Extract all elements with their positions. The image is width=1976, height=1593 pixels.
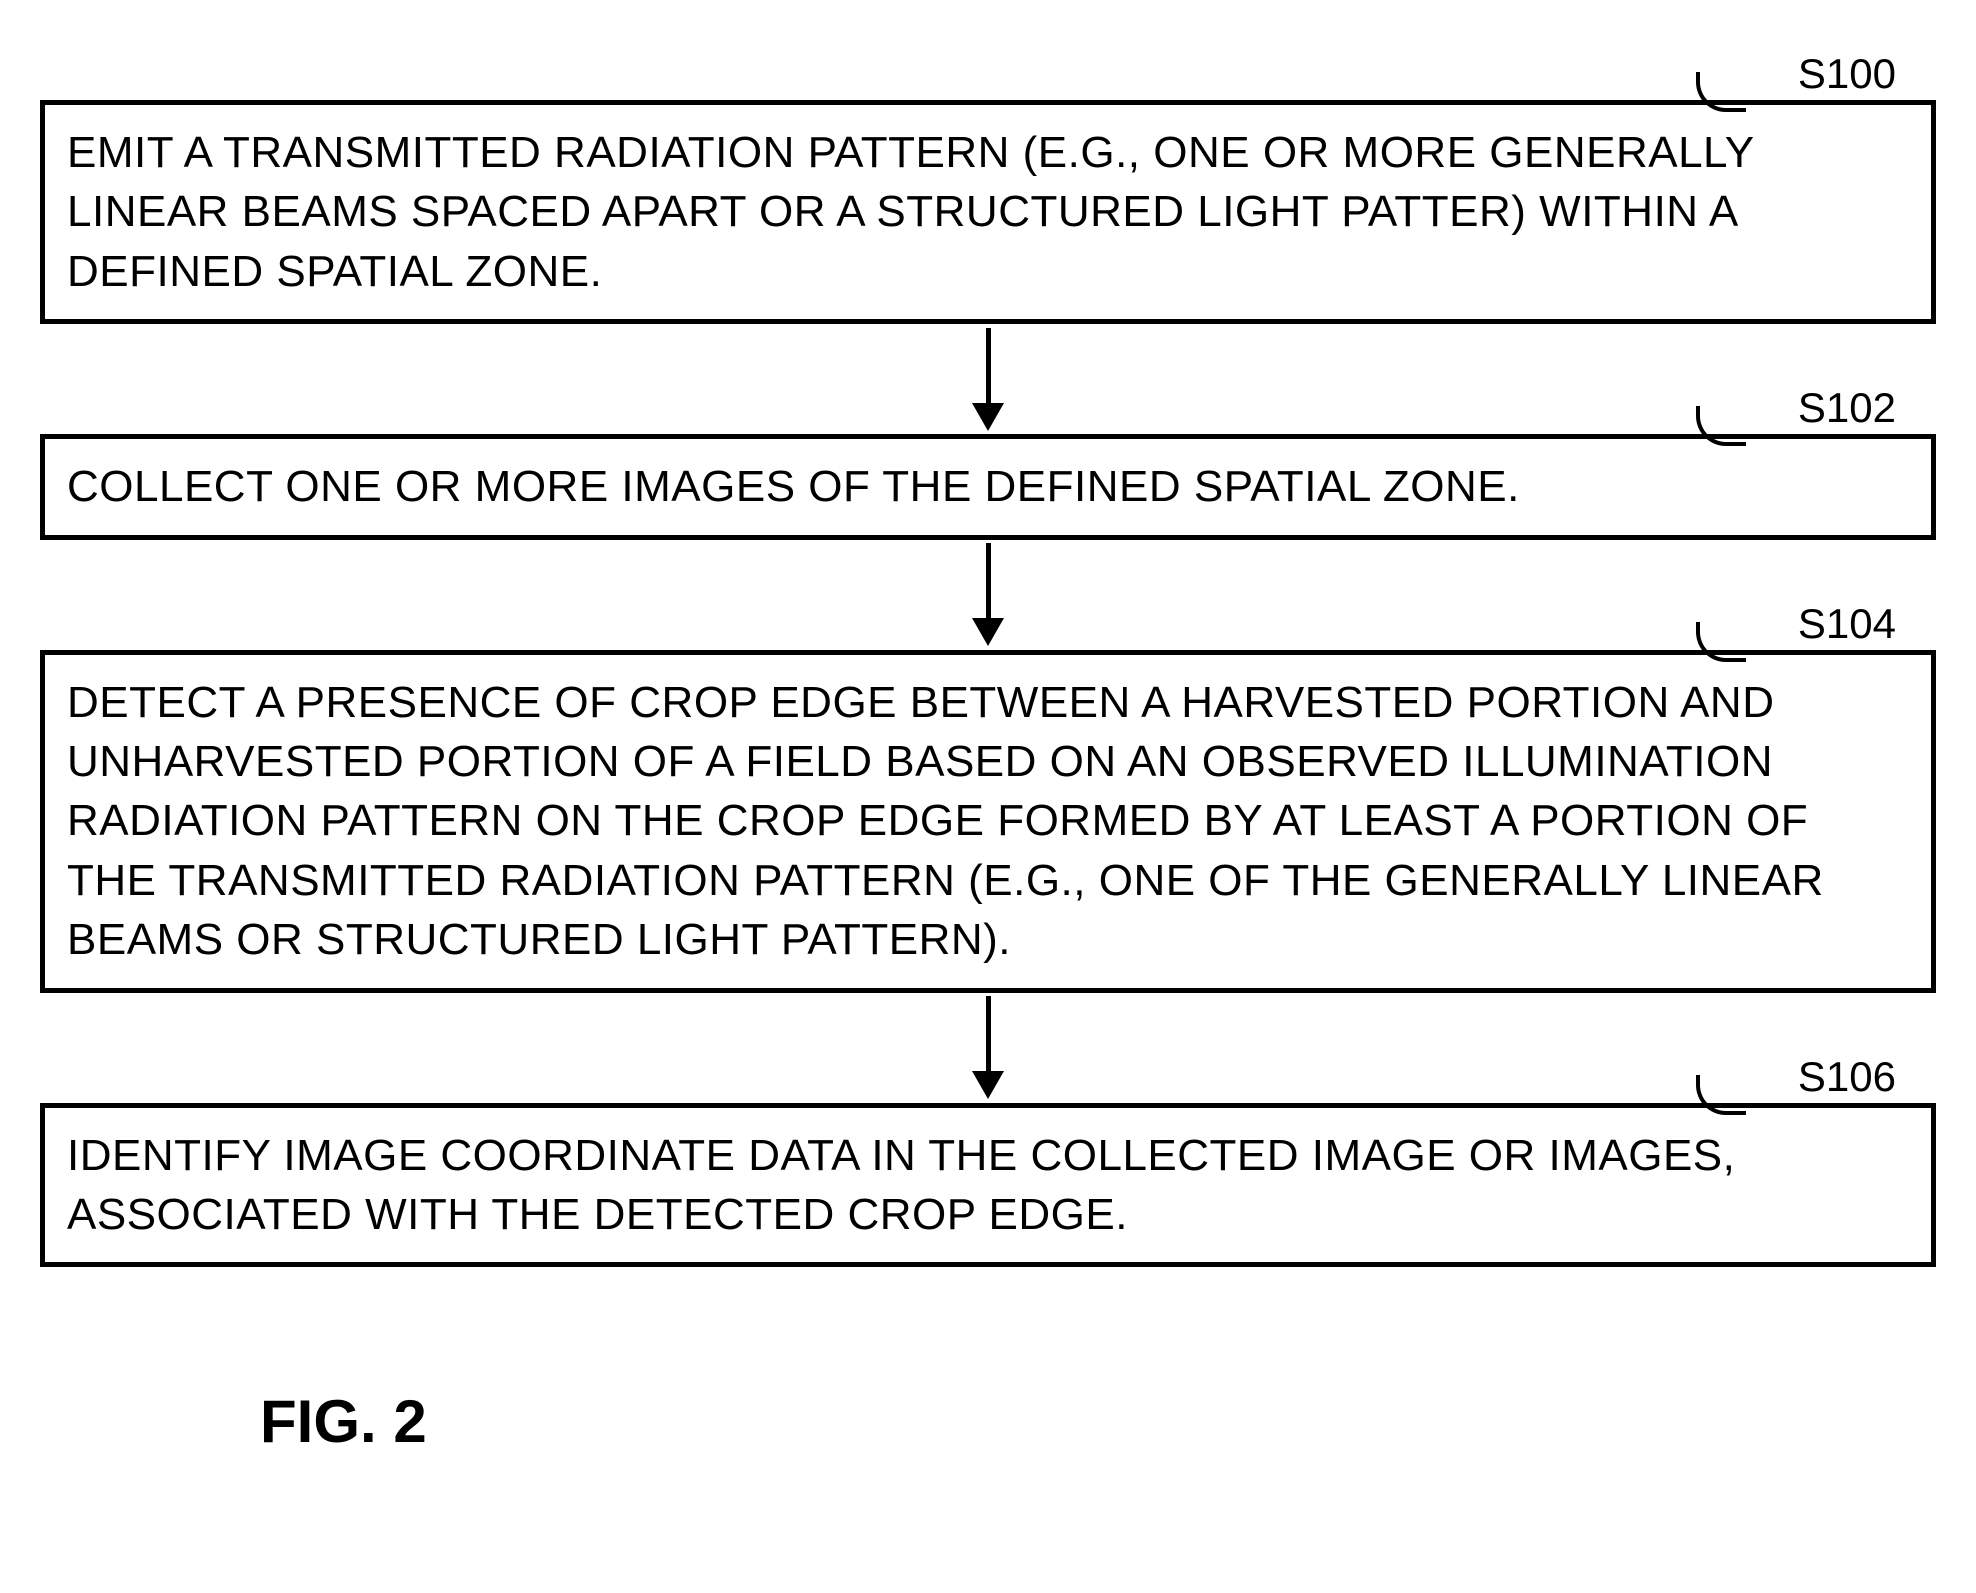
flowchart-container: S100 EMIT A TRANSMITTED RADIATION PATTER… [40, 40, 1936, 1456]
arrow-head-3 [972, 1071, 1004, 1099]
step-box-4: IDENTIFY IMAGE COORDINATE DATA IN THE CO… [40, 1103, 1936, 1268]
arrow-line-3 [986, 996, 991, 1071]
step-box-2: COLLECT ONE OR MORE IMAGES OF THE DEFINE… [40, 434, 1936, 539]
arrow-head-1 [972, 403, 1004, 431]
arrow-3 [972, 993, 1004, 1103]
step-label-1: S100 [1798, 50, 1896, 98]
step-label-2: S102 [1798, 384, 1896, 432]
step-label-3: S104 [1798, 600, 1896, 648]
step-box-3: DETECT A PRESENCE OF CROP EDGE BETWEEN A… [40, 650, 1936, 993]
step-wrapper-4: S106 IDENTIFY IMAGE COORDINATE DATA IN T… [40, 1103, 1936, 1268]
step-box-1: EMIT A TRANSMITTED RADIATION PATTERN (E.… [40, 100, 1936, 324]
arrow-2 [972, 540, 1004, 650]
step-wrapper-2: S102 COLLECT ONE OR MORE IMAGES OF THE D… [40, 434, 1936, 539]
step-text-3: DETECT A PRESENCE OF CROP EDGE BETWEEN A… [67, 673, 1909, 970]
step-wrapper-3: S104 DETECT A PRESENCE OF CROP EDGE BETW… [40, 650, 1936, 993]
arrow-1 [972, 324, 1004, 434]
step-label-4: S106 [1798, 1053, 1896, 1101]
arrow-line-1 [986, 328, 991, 403]
arrow-head-2 [972, 618, 1004, 646]
step-wrapper-1: S100 EMIT A TRANSMITTED RADIATION PATTER… [40, 100, 1936, 324]
figure-label: FIG. 2 [260, 1387, 427, 1456]
arrow-line-2 [986, 543, 991, 618]
step-text-4: IDENTIFY IMAGE COORDINATE DATA IN THE CO… [67, 1126, 1909, 1245]
step-text-2: COLLECT ONE OR MORE IMAGES OF THE DEFINE… [67, 457, 1909, 516]
step-text-1: EMIT A TRANSMITTED RADIATION PATTERN (E.… [67, 123, 1909, 301]
